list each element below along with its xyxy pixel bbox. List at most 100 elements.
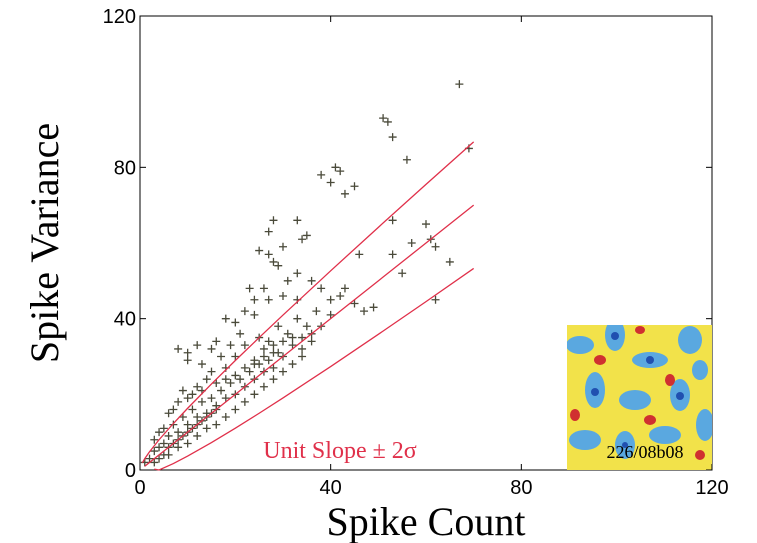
- scatter-point: [217, 352, 226, 361]
- scatter-point: [193, 382, 202, 391]
- scatter-point: [264, 337, 273, 346]
- scatter-point: [178, 386, 187, 395]
- scatter-point: [369, 303, 378, 312]
- scatter-point: [307, 337, 316, 346]
- scatter-point: [188, 390, 197, 399]
- scatter-point: [279, 367, 287, 376]
- scatter-point: [193, 413, 202, 422]
- scatter-point: [207, 394, 216, 403]
- scatter-point: [150, 458, 159, 467]
- scatter-point: [302, 231, 311, 240]
- scatter-point: [155, 454, 164, 463]
- scatter-point: [264, 227, 273, 236]
- scatter-point: [326, 295, 335, 304]
- scatter-point: [207, 367, 216, 376]
- scatter-point: [202, 375, 211, 384]
- scatter-point: [269, 341, 278, 350]
- scatter-point: [193, 431, 202, 440]
- y-tick-label: 120: [103, 6, 136, 28]
- scatter-point: [269, 257, 278, 266]
- inset-image: 226/08b08: [567, 325, 712, 470]
- scatter-point: [183, 356, 192, 365]
- scatter-point: [250, 390, 259, 399]
- scatter-point: [298, 235, 307, 244]
- scatter-point: [221, 394, 230, 403]
- scatter-point: [169, 405, 178, 414]
- scatter-point: [326, 310, 335, 319]
- scatter-point: [269, 375, 278, 384]
- scatter-point: [298, 352, 307, 361]
- scatter-point: [279, 291, 287, 300]
- scatter-point: [231, 352, 240, 361]
- scatter-point: [274, 348, 283, 357]
- scatter-point: [307, 276, 316, 285]
- scatter-point: [298, 333, 307, 342]
- scatter-point: [317, 284, 326, 293]
- scatter-point: [407, 239, 416, 247]
- scatter-point: [183, 420, 192, 429]
- scatter-point: [259, 382, 268, 391]
- scatter-point: [288, 341, 297, 350]
- scatter-point: [164, 450, 173, 459]
- scatter-point: [293, 216, 302, 225]
- scatter-point: [197, 397, 206, 406]
- scatter-point: [293, 269, 302, 278]
- scatter-point: [298, 344, 307, 353]
- scatter-point: [164, 431, 173, 440]
- scatter-point: [174, 443, 183, 452]
- scatter-point: [236, 375, 245, 384]
- scatter-point: [155, 428, 164, 437]
- scatter-point: [174, 428, 183, 437]
- scatter-point: [183, 348, 192, 357]
- inset-label: 226/08b08: [606, 442, 683, 462]
- scatter-point: [255, 246, 264, 255]
- x-tick-label: 0: [134, 477, 145, 499]
- scatter-point: [326, 178, 335, 187]
- scatter-point: [383, 117, 392, 126]
- scatter-point: [197, 360, 206, 369]
- scatter-point: [431, 242, 440, 251]
- scatter-point: [221, 314, 230, 323]
- scatter-point: [159, 439, 168, 448]
- scatter-point: [231, 318, 240, 327]
- scatter-point: [145, 454, 154, 463]
- scatter-point: [279, 242, 287, 251]
- scatter-point: [293, 314, 302, 323]
- y-tick-label: 80: [114, 157, 136, 179]
- scatter-point: [340, 189, 349, 198]
- scatter-point: [150, 447, 159, 456]
- scatter-point: [269, 363, 278, 372]
- scatter-point: [317, 170, 326, 179]
- scatter-point: [264, 250, 273, 259]
- scatter-point: [259, 284, 268, 293]
- scatter-point: [193, 341, 202, 350]
- scatter-point: [231, 371, 240, 380]
- scatter-point: [226, 341, 235, 350]
- scatter-point: [159, 424, 168, 433]
- scatter-point: [221, 375, 230, 384]
- scatter-point: [269, 216, 278, 225]
- scatter-point: [250, 295, 259, 304]
- scatter-point: [212, 420, 221, 429]
- scatter-point: [264, 295, 273, 304]
- reference-line: [144, 204, 475, 467]
- scatter-point: [283, 329, 292, 338]
- scatter-point: [221, 413, 230, 422]
- scatter-point: [259, 352, 268, 361]
- scatter-point: [207, 344, 216, 353]
- scatter-point: [226, 378, 235, 387]
- y-tick-label: 0: [125, 460, 136, 482]
- scatter-point: [155, 443, 164, 452]
- annotation: Unit Slope ± 2σ: [263, 438, 417, 464]
- scatter-point: [402, 155, 411, 164]
- scatter-point: [388, 250, 397, 259]
- scatter-point: [336, 167, 345, 176]
- scatter-point: [283, 276, 292, 285]
- scatter-point: [255, 360, 264, 369]
- scatter-point: [445, 257, 454, 266]
- scatter-point: [398, 269, 407, 278]
- scatter-point: [231, 405, 240, 414]
- x-tick-label: 40: [320, 477, 342, 499]
- scatter-point: [302, 322, 311, 331]
- x-tick-label: 120: [695, 477, 728, 499]
